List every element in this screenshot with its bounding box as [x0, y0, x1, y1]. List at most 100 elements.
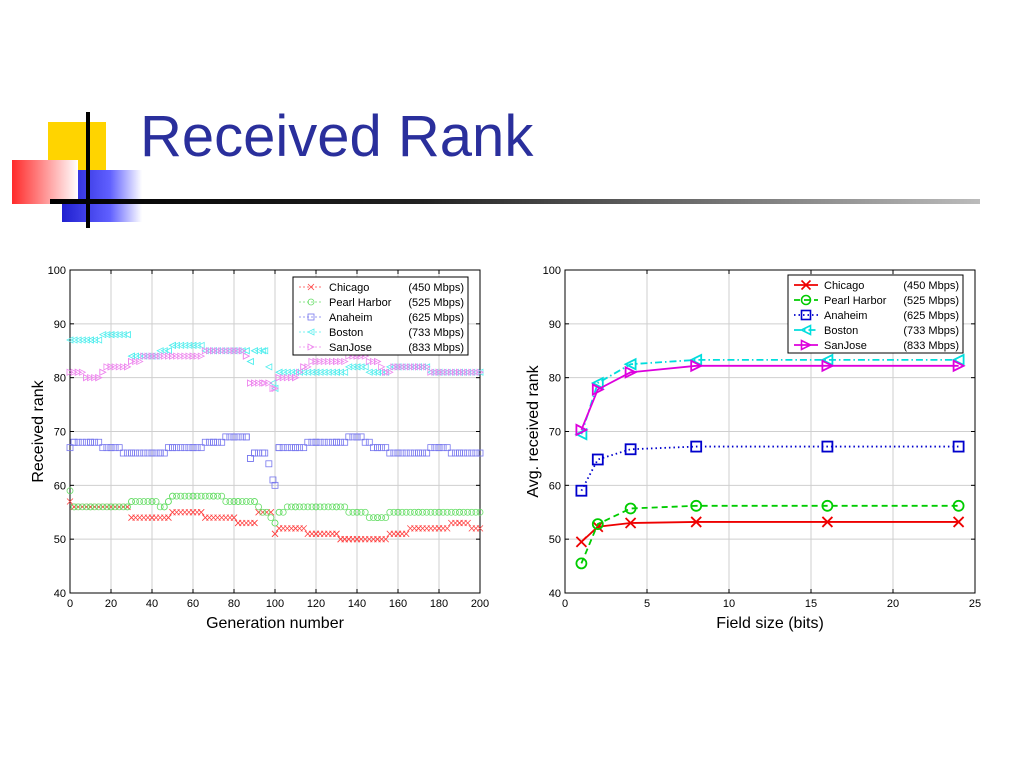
- data-point: [623, 357, 637, 371]
- data-point: [427, 444, 435, 452]
- data-point: [431, 444, 439, 452]
- x-tick-label: 180: [430, 598, 448, 610]
- data-point: [575, 536, 588, 548]
- data-point: [952, 359, 966, 373]
- data-point: [340, 368, 349, 376]
- data-point: [264, 363, 273, 371]
- x-tick-label: 0: [67, 598, 73, 610]
- data-point: [152, 352, 160, 360]
- data-point: [201, 492, 209, 500]
- data-point: [398, 363, 406, 371]
- data-point: [119, 503, 127, 511]
- data-point: [119, 330, 127, 339]
- data-point: [320, 438, 328, 446]
- data-point: [353, 363, 361, 371]
- data-point: [821, 440, 834, 453]
- data-point: [468, 449, 476, 457]
- x-tick-label: 100: [266, 598, 284, 610]
- data-point: [160, 347, 168, 355]
- legend-marker: [799, 324, 812, 336]
- data-point: [269, 476, 277, 484]
- legend-entry-name: Pearl Harbor: [824, 295, 887, 307]
- data-point: [160, 352, 169, 360]
- data-point: [320, 503, 328, 511]
- data-point: [242, 352, 251, 360]
- data-point: [369, 368, 377, 376]
- data-point: [115, 363, 124, 371]
- data-point: [168, 341, 176, 350]
- data-point: [70, 438, 78, 446]
- legend-marker: [800, 339, 813, 351]
- data-point: [624, 365, 638, 379]
- data-point: [230, 347, 238, 355]
- data-point: [66, 498, 74, 505]
- data-point: [230, 433, 238, 441]
- data-point: [386, 508, 394, 516]
- data-point: [333, 530, 340, 538]
- series-anaheim: [66, 433, 484, 489]
- data-point: [345, 433, 353, 441]
- data-point: [165, 352, 173, 360]
- series-line: [580, 359, 959, 435]
- y-tick-label: 90: [54, 319, 66, 331]
- data-point: [91, 374, 99, 382]
- data-point: [447, 368, 456, 376]
- title-underline: [50, 199, 980, 204]
- data-point: [361, 438, 369, 446]
- data-point: [316, 503, 324, 511]
- series-sanjose: [575, 359, 966, 437]
- data-point: [423, 449, 431, 457]
- data-point: [374, 444, 381, 452]
- legend-entry-rate: (450 Mbps): [408, 282, 464, 294]
- data-point: [464, 519, 471, 527]
- data-point: [423, 508, 431, 516]
- data-point: [390, 508, 398, 516]
- data-point: [451, 508, 459, 516]
- data-point: [189, 492, 197, 500]
- legend-entry-rate: (833 Mbps): [408, 342, 464, 354]
- data-point: [185, 341, 193, 350]
- data-point: [624, 443, 637, 456]
- y-tick-label: 60: [54, 480, 66, 492]
- data-point: [952, 440, 965, 453]
- data-point: [218, 438, 226, 446]
- data-point: [124, 503, 131, 511]
- data-point: [234, 347, 242, 355]
- data-point: [95, 374, 103, 382]
- data-point: [83, 374, 91, 382]
- data-point: [690, 516, 702, 528]
- data-point: [296, 368, 304, 376]
- data-point: [164, 498, 172, 505]
- data-point: [255, 503, 263, 511]
- data-point: [324, 503, 332, 511]
- legend-entry-rate: (525 Mbps): [408, 297, 464, 309]
- data-point: [427, 368, 435, 376]
- data-point: [300, 525, 307, 532]
- data-point: [107, 503, 115, 511]
- data-point: [398, 449, 406, 457]
- data-point: [197, 508, 205, 516]
- data-point: [312, 357, 320, 366]
- data-point: [222, 347, 230, 355]
- data-point: [193, 341, 201, 350]
- data-point: [173, 352, 181, 360]
- y-tick-label: 90: [549, 319, 561, 331]
- data-point: [365, 368, 373, 376]
- x-tick-label: 40: [146, 598, 158, 610]
- legend-entry-name: Anaheim: [329, 312, 372, 324]
- x-tick-label: 120: [307, 598, 325, 610]
- y-tick-label: 40: [54, 588, 66, 600]
- data-point: [460, 508, 468, 516]
- data-point: [385, 363, 394, 371]
- data-point: [402, 449, 410, 457]
- x-tick-label: 20: [887, 598, 899, 610]
- data-point: [259, 379, 267, 387]
- data-point: [230, 514, 238, 521]
- legend-box: [292, 276, 469, 356]
- data-point: [292, 503, 299, 511]
- data-point: [575, 423, 589, 437]
- data-point: [74, 438, 82, 446]
- data-point: [952, 516, 965, 528]
- data-point: [624, 502, 637, 515]
- data-point: [275, 374, 283, 382]
